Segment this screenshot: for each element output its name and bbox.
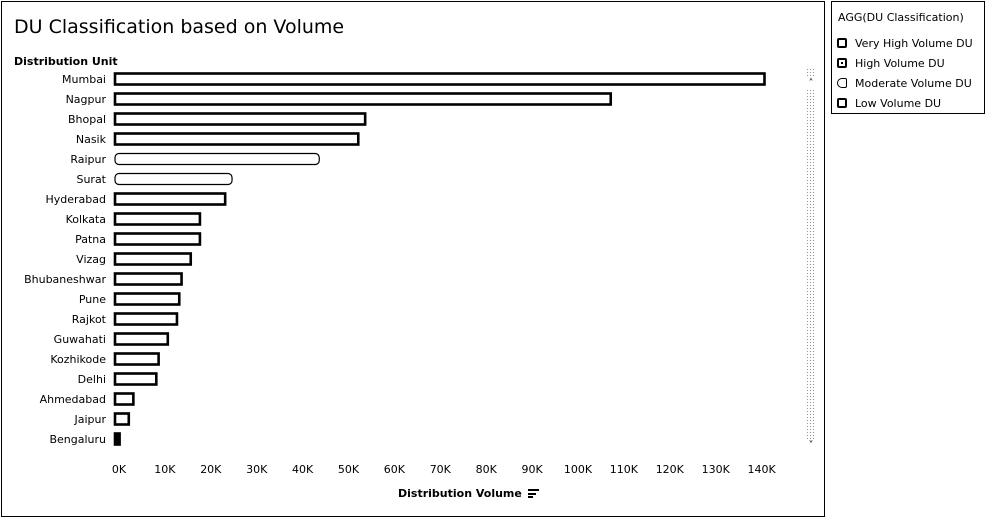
bar-delhi[interactable]: [113, 372, 158, 386]
vertical-scrollbar[interactable]: ˄ ˅: [805, 68, 817, 452]
scroll-down-icon[interactable]: ˅: [805, 440, 817, 452]
y-tick-label: Kolkata: [66, 213, 106, 226]
x-tick-label: 120K: [656, 463, 685, 476]
y-axis-labels: Mumbai Nagpur Bhopal Nasik Raipur Surat Hydera…: [24, 73, 107, 446]
legend-item-high[interactable]: High Volume DU: [837, 56, 945, 70]
x-tick-label: 20K: [200, 463, 222, 476]
y-tick-label: Bengaluru: [49, 433, 106, 446]
x-tick-label: 130K: [702, 463, 731, 476]
y-tick-label: Kozhikode: [50, 353, 106, 366]
y-tick-label: Delhi: [78, 373, 106, 386]
x-tick-label: 30K: [246, 463, 268, 476]
bars-layer: [113, 72, 766, 446]
bar-patna[interactable]: [113, 232, 202, 246]
x-tick-label: 60K: [384, 463, 406, 476]
bar-nasik[interactable]: [113, 132, 360, 146]
y-tick-label: Nasik: [76, 133, 107, 146]
y-tick-label: Mumbai: [62, 73, 106, 86]
bar-nagpur[interactable]: [113, 92, 613, 106]
bar-pune[interactable]: [113, 292, 181, 306]
legend-swatch: [837, 98, 847, 108]
bar-hyderabad[interactable]: [113, 192, 227, 206]
bar-surat[interactable]: [114, 172, 233, 186]
y-tick-label: Patna: [75, 233, 106, 246]
y-tick-label: Jaipur: [73, 413, 106, 426]
bar-guwahati[interactable]: [113, 332, 170, 346]
y-tick-label: Nagpur: [66, 93, 107, 106]
x-tick-label: 40K: [292, 463, 314, 476]
bar-mumbai[interactable]: [113, 72, 766, 86]
y-tick-label: Bhubaneshwar: [24, 273, 106, 286]
y-tick-label: Guwahati: [54, 333, 106, 346]
legend-swatch: [837, 58, 847, 68]
bar-ahmedabad[interactable]: [113, 392, 135, 406]
sort-descending-icon[interactable]: [527, 489, 539, 498]
chart-frame: DU Classification based on Volume Distri…: [1, 1, 825, 517]
x-tick-label: 80K: [476, 463, 498, 476]
legend-swatch: [837, 78, 847, 88]
y-tick-label: Raipur: [70, 153, 106, 166]
legend-swatch: [837, 38, 847, 48]
legend-title: AGG(DU Classification): [838, 11, 964, 24]
y-tick-label: Hyderabad: [46, 193, 107, 206]
legend-label: Low Volume DU: [855, 96, 942, 110]
y-tick-label: Vizag: [76, 253, 106, 266]
x-tick-label: 140K: [747, 463, 776, 476]
bar-bengaluru[interactable]: [113, 432, 121, 446]
bar-raipur[interactable]: [114, 152, 320, 166]
x-tick-label: 0K: [112, 463, 127, 476]
bar-rajkot[interactable]: [113, 312, 179, 326]
bar-kozhikode[interactable]: [113, 352, 160, 366]
legend-label: Very High Volume DU: [855, 36, 973, 50]
bar-vizag[interactable]: [113, 252, 193, 266]
y-tick-label: Surat: [76, 173, 106, 186]
legend: AGG(DU Classification) Very High Volume …: [831, 1, 985, 114]
legend-item-very-high[interactable]: Very High Volume DU: [837, 36, 973, 50]
bar-kolkata[interactable]: [113, 212, 202, 226]
legend-item-low[interactable]: Low Volume DU: [837, 96, 941, 110]
x-tick-label: 90K: [521, 463, 543, 476]
legend-item-moderate[interactable]: Moderate Volume DU: [837, 76, 972, 90]
x-tick-label: 110K: [610, 463, 639, 476]
scroll-track[interactable]: [806, 68, 815, 452]
legend-label: Moderate Volume DU: [855, 76, 972, 90]
y-tick-label: Bhopal: [68, 113, 106, 126]
y-tick-label: Ahmedabad: [40, 393, 106, 406]
x-tick-label: 50K: [338, 463, 360, 476]
x-tick-label: 100K: [564, 463, 593, 476]
x-tick-label: 70K: [430, 463, 452, 476]
x-axis-ticks: 0K 10K 20K 30K 40K 50K 60K 70K 80K 90K 100K 110K 120…: [112, 463, 777, 476]
y-tick-label: Pune: [79, 293, 106, 306]
chart-title: DU Classification based on Volume: [14, 16, 345, 38]
bar-jaipur[interactable]: [113, 412, 131, 426]
y-axis-header: Distribution Unit: [14, 55, 118, 68]
y-tick-label: Rajkot: [72, 313, 107, 326]
legend-label: High Volume DU: [855, 56, 945, 70]
x-tick-label: 10K: [154, 463, 176, 476]
bar-bhubaneshwar[interactable]: [113, 272, 183, 286]
bar-bhopal[interactable]: [113, 112, 367, 126]
x-axis-title-text: Distribution Volume: [398, 487, 522, 500]
x-axis-title[interactable]: Distribution Volume: [398, 487, 539, 500]
scroll-up-icon[interactable]: ˄: [805, 78, 817, 90]
